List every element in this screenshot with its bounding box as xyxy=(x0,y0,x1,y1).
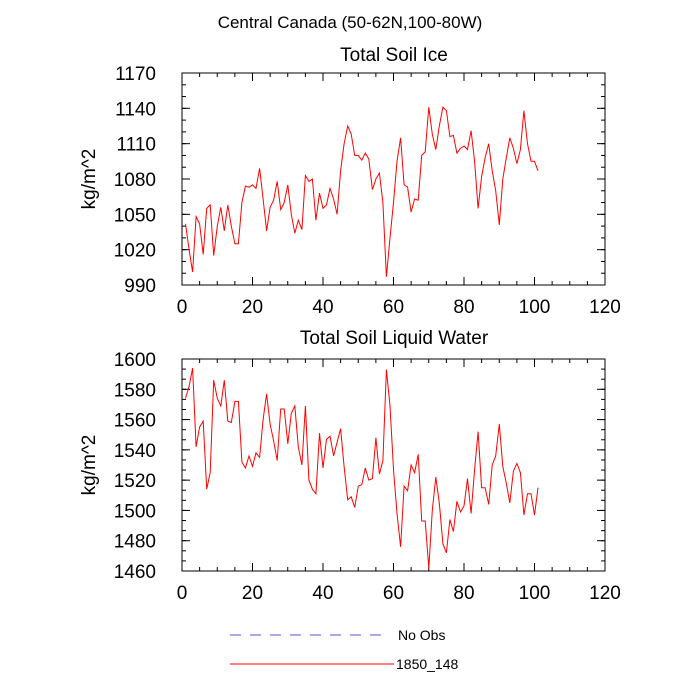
x-tick-label: 100 xyxy=(519,297,551,318)
legend-label-no-obs: No Obs xyxy=(398,627,445,643)
x-tick-label: 40 xyxy=(312,297,333,318)
x-tick-label: 20 xyxy=(242,583,263,604)
y-tick-label: 1110 xyxy=(117,135,156,156)
panel-total-soil-ice: Total Soil Ice kg/m^2 0 20 40 60 80 100 120 990… xyxy=(79,45,621,318)
y-tick-label: 1580 xyxy=(114,380,156,401)
series-lines xyxy=(185,368,539,569)
x-tick-label: 60 xyxy=(383,297,404,318)
x-tick-label: 100 xyxy=(519,583,551,604)
x-tick-label: 60 xyxy=(383,583,404,604)
x-tick-label: 20 xyxy=(242,297,263,318)
x-tick-label: 120 xyxy=(589,297,621,318)
series-line-1850-148 xyxy=(185,368,539,569)
y-tick-label: 1560 xyxy=(114,411,156,432)
y-tick-label: 1170 xyxy=(115,64,156,85)
x-tick-label: 80 xyxy=(453,583,474,604)
y-tick-label: 1050 xyxy=(114,205,156,226)
y-tick-label: 1500 xyxy=(114,501,156,522)
x-tick-label: 80 xyxy=(453,297,474,318)
y-tick-label: 1480 xyxy=(114,532,156,553)
axes: 0 20 40 60 80 100 120 990 1020 1050 1080 1110 1140 11… xyxy=(114,64,621,318)
legend-label-1850-148: 1850_148 xyxy=(396,656,459,672)
y-axis-label: kg/m^2 xyxy=(79,435,100,496)
y-tick-label: 1080 xyxy=(114,170,156,191)
y-tick-label: 1460 xyxy=(114,562,156,583)
axes: 0 20 40 60 80 100 120 1460 1480 1500 1520 1540 1560 1… xyxy=(114,350,621,604)
y-tick-label: 990 xyxy=(124,276,156,297)
y-tick-label: 1140 xyxy=(115,99,156,120)
y-tick-label: 1020 xyxy=(114,241,156,262)
panel-title: Total Soil Liquid Water xyxy=(300,328,489,349)
x-tick-label: 120 xyxy=(589,583,621,604)
panel-total-soil-liquid-water: Total Soil Liquid Water kg/m^2 0 20 40 60 80… xyxy=(79,328,621,604)
x-tick-label: 40 xyxy=(312,583,333,604)
y-tick-label: 1520 xyxy=(114,471,156,492)
x-tick-label: 0 xyxy=(177,583,188,604)
legend: No Obs 1850_148 xyxy=(230,627,459,672)
y-axis-label: kg/m^2 xyxy=(79,149,100,210)
series-lines xyxy=(185,106,539,277)
panel-title: Total Soil Ice xyxy=(340,45,448,66)
series-line-1850-148 xyxy=(185,106,539,277)
x-tick-label: 0 xyxy=(177,297,188,318)
y-tick-label: 1600 xyxy=(114,350,156,371)
figure-title: Central Canada (50-62N,100-80W) xyxy=(218,13,483,32)
plot-frame xyxy=(181,72,606,286)
y-tick-label: 1540 xyxy=(114,441,156,462)
